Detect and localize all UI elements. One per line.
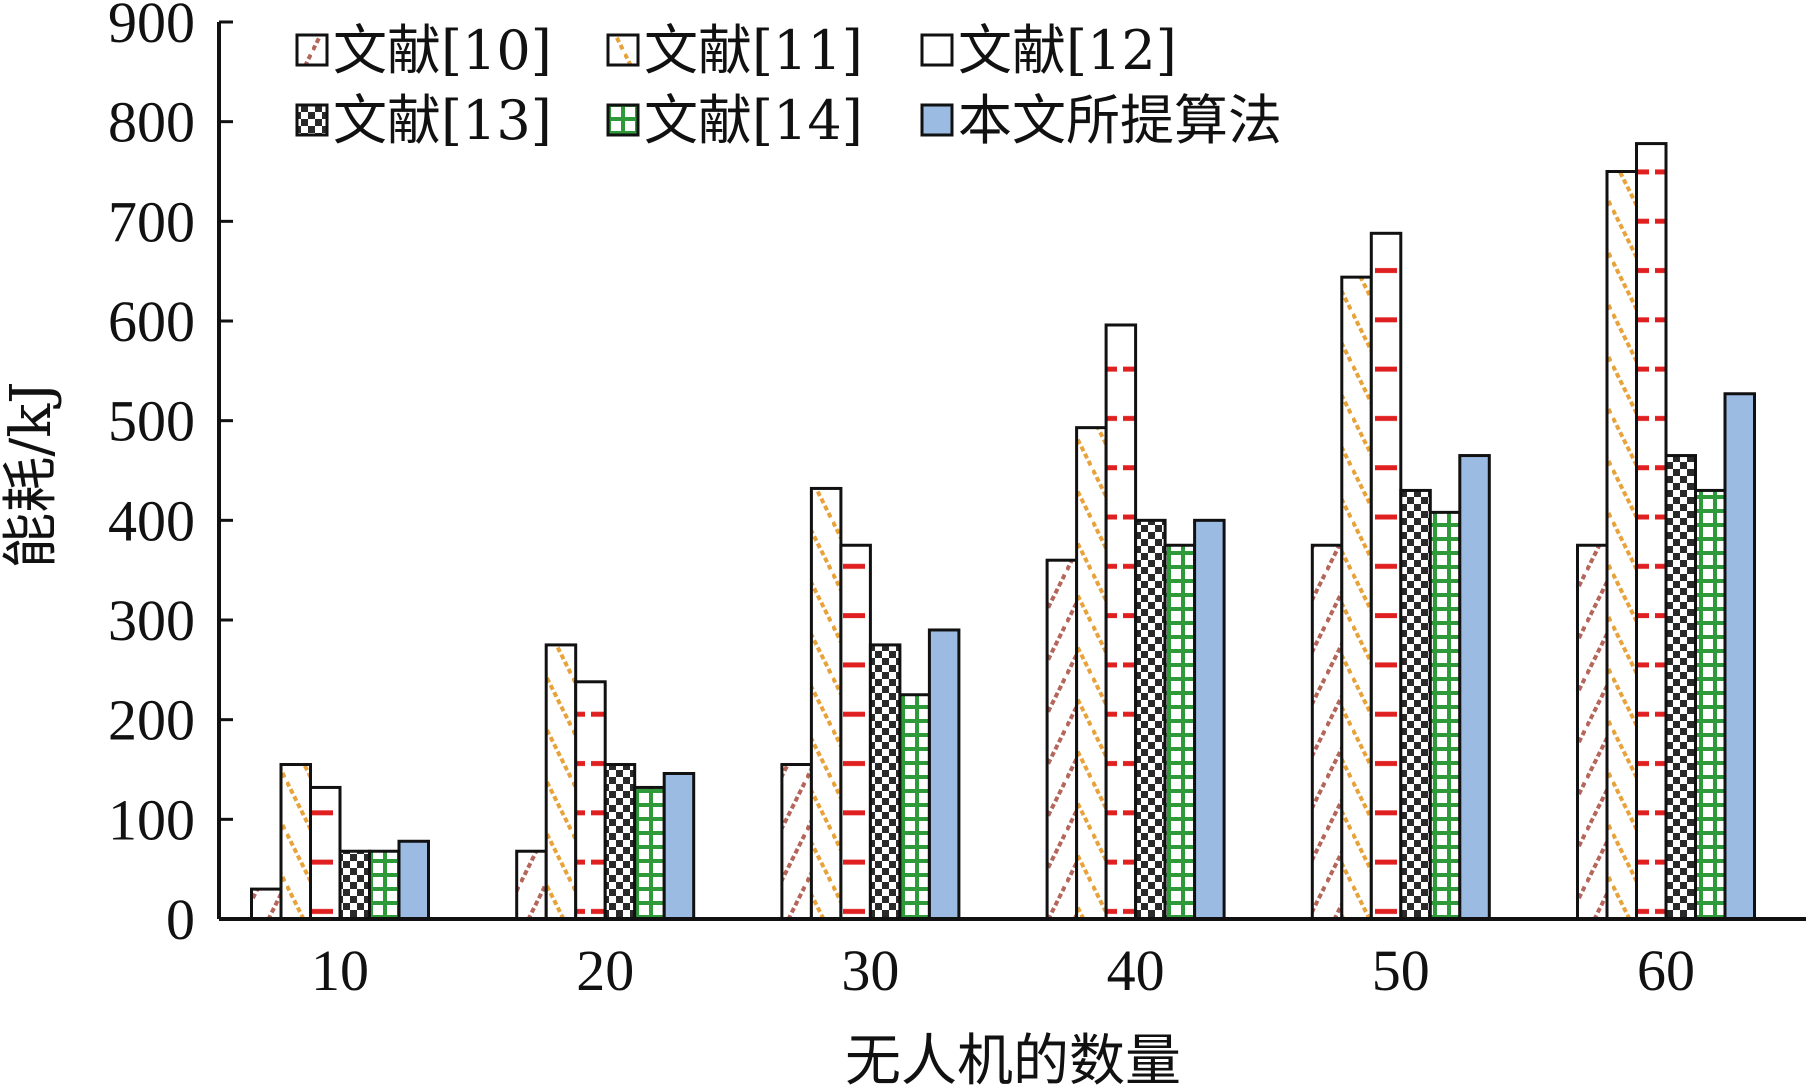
bar [839,543,872,921]
x-tick-label: 60 [1637,938,1695,1003]
bar [338,849,371,921]
bar [868,643,902,921]
bar [1310,543,1344,921]
y-axis-title: 能耗/kJ [0,381,64,568]
bar [1369,231,1403,921]
bar [1664,454,1697,921]
bar [1075,426,1108,921]
legend-swatch [295,33,329,67]
y-tick-label: 500 [108,389,195,454]
bar [250,887,283,921]
plot-area [250,142,1756,921]
y-tick-label: 100 [108,787,195,852]
bar [1134,518,1167,921]
x-axis-ticks: 10 20 30 40 50 60 [311,938,1695,1003]
y-tick-label: 400 [108,488,195,553]
bar [927,628,961,921]
y-tick-label: 200 [108,688,195,753]
bar [603,763,637,921]
x-tick-label: 50 [1372,938,1430,1003]
bar [780,763,813,921]
legend-label: 本文所提算法 [958,89,1282,152]
y-tick-label: 800 [108,90,195,155]
legend-swatch [920,33,954,67]
y-tick-label: 0 [166,887,195,952]
bar [662,771,696,921]
legend-swatch [606,33,640,67]
x-axis-title: 无人机的数量 [845,1029,1181,1087]
bar [574,680,607,921]
x-tick-label: 40 [1107,938,1165,1003]
legend-label: 文献[13] [333,89,552,152]
legend: 文献[10] 文献[11] 文献[12] 文献[13] 文献[14] 本文所提算法 [295,19,1282,152]
legend-swatch [295,103,329,137]
bar [1340,275,1373,921]
y-tick-label: 700 [108,189,195,254]
bar [1605,170,1638,921]
bar [279,763,312,921]
bar [1723,392,1756,921]
x-tick-label: 30 [841,938,899,1003]
bar [1399,488,1432,921]
bar [1163,543,1197,921]
bar [633,785,666,921]
legend-label: 文献[14] [644,89,863,152]
bar [1458,454,1491,921]
legend-swatch [606,103,640,137]
legend-label: 文献[11] [644,19,863,82]
bar [1045,558,1079,921]
bar [397,839,430,921]
legend-label: 文献[10] [333,19,552,82]
bar [898,693,931,921]
bar [368,849,401,921]
bar [809,486,843,921]
y-tick-label: 600 [108,289,195,354]
legend-swatch [920,103,954,137]
bar [1635,142,1668,921]
y-axis-ticks: 0 100 200 300 400 500 600 700 800 900 [108,0,233,952]
bar [309,785,342,921]
bar [544,643,578,921]
bar [1428,510,1462,921]
y-tick-label: 900 [108,0,195,55]
x-tick-label: 10 [311,938,369,1003]
bar [515,849,548,921]
x-tick-label: 20 [576,938,634,1003]
bar [1694,488,1727,921]
bar [1104,323,1138,921]
bar [1576,543,1609,921]
bar [1193,518,1226,921]
y-tick-label: 300 [108,588,195,653]
legend-label: 文献[12] [958,19,1177,82]
